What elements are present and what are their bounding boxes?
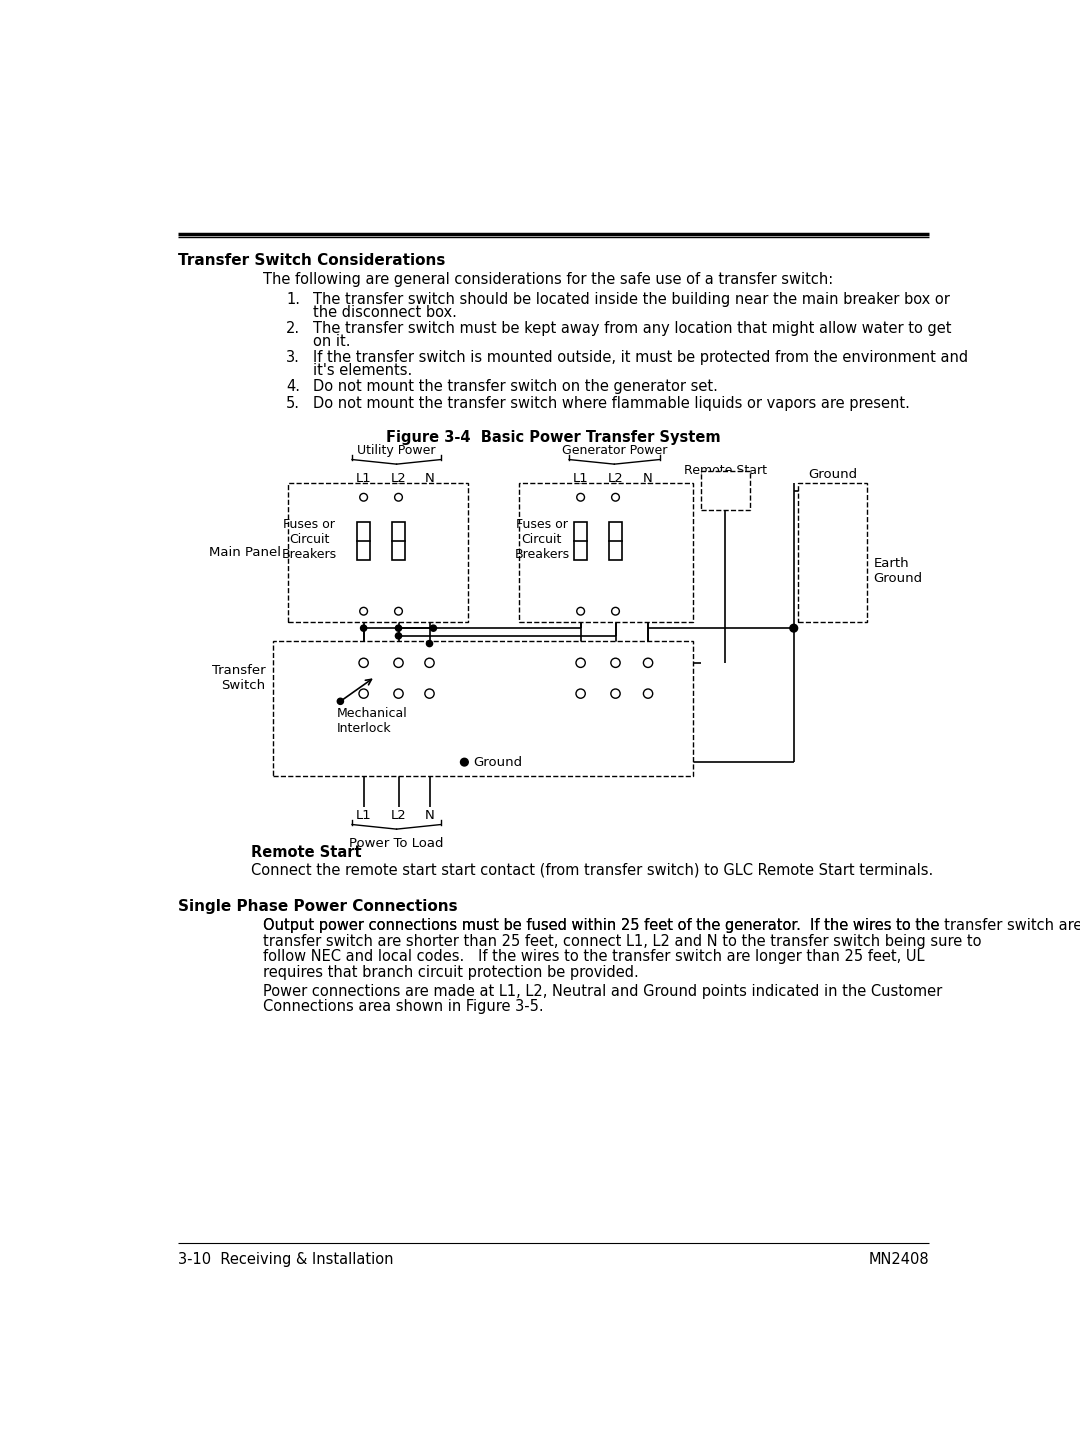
Text: Connect the remote start start contact (from transfer switch) to GLC Remote Star: Connect the remote start start contact (… [252, 862, 933, 877]
Text: Single Phase Power Connections: Single Phase Power Connections [177, 899, 457, 915]
Circle shape [427, 640, 433, 646]
Text: L1: L1 [572, 472, 589, 485]
Circle shape [395, 633, 402, 639]
Text: Power To Load: Power To Load [349, 837, 444, 850]
Bar [518, 484, 693, 622]
Text: L2: L2 [391, 472, 406, 485]
Text: If the transfer switch is mounted outside, it must be protected from the environ: If the transfer switch is mounted outsid… [313, 350, 969, 365]
Text: Contact: Contact [701, 477, 750, 490]
Text: L2: L2 [608, 472, 623, 485]
Text: it's elements.: it's elements. [313, 363, 413, 378]
Text: Main Panel: Main Panel [208, 546, 281, 559]
Circle shape [789, 625, 798, 632]
Bar [701, 471, 750, 510]
Bar [357, 521, 369, 560]
Circle shape [395, 625, 402, 632]
Circle shape [361, 625, 367, 632]
Text: 3.: 3. [286, 350, 300, 365]
Bar [609, 521, 622, 560]
Text: N: N [424, 808, 434, 821]
Text: Fuses or
Circuit
Breakers: Fuses or Circuit Breakers [514, 518, 569, 561]
Text: L1: L1 [355, 808, 372, 821]
Bar [392, 521, 405, 560]
Text: Connections area shown in Figure 3-5.: Connections area shown in Figure 3-5. [262, 999, 543, 1014]
Text: Remote Start: Remote Start [252, 846, 362, 860]
Text: Transfer Switch Considerations: Transfer Switch Considerations [177, 253, 445, 269]
Bar [273, 642, 693, 775]
Text: 1.: 1. [286, 292, 300, 307]
Circle shape [430, 625, 436, 632]
Text: L1: L1 [355, 472, 372, 485]
Text: 2.: 2. [286, 320, 300, 336]
Text: Earth
Ground: Earth Ground [874, 557, 922, 584]
Text: Do not mount the transfer switch on the generator set.: Do not mount the transfer switch on the … [313, 379, 718, 395]
Text: N: N [424, 472, 434, 485]
Text: Ground: Ground [474, 755, 523, 768]
Text: The transfer switch should be located inside the building near the main breaker : The transfer switch should be located in… [313, 292, 950, 307]
Text: Generator Power: Generator Power [562, 444, 667, 457]
Text: the disconnect box.: the disconnect box. [313, 304, 457, 320]
Bar [798, 484, 867, 622]
Text: Output power connections must be fused within 25 feet of the generator.  If the : Output power connections must be fused w… [262, 919, 940, 933]
Text: Output power connections must be fused within 25 feet of the generator.  If the : Output power connections must be fused w… [262, 919, 1080, 933]
Text: Figure 3-4  Basic Power Transfer System: Figure 3-4 Basic Power Transfer System [387, 431, 720, 445]
Text: Fuses or
Circuit
Breakers: Fuses or Circuit Breakers [282, 518, 337, 561]
Text: N: N [644, 472, 653, 485]
Text: The following are general considerations for the safe use of a transfer switch:: The following are general considerations… [262, 273, 833, 287]
Text: Power connections are made at L1, L2, Neutral and Ground points indicated in the: Power connections are made at L1, L2, Ne… [262, 984, 942, 999]
Text: requires that branch circuit protection be provided.: requires that branch circuit protection … [262, 965, 638, 979]
Bar [575, 521, 586, 560]
Bar [288, 484, 469, 622]
Text: Transfer
Switch: Transfer Switch [212, 665, 266, 692]
Text: MN2408: MN2408 [868, 1252, 930, 1267]
Text: Remote Start: Remote Start [684, 464, 767, 477]
Text: Mechanical
Interlock: Mechanical Interlock [337, 708, 407, 735]
Text: The transfer switch must be kept away from any location that might allow water t: The transfer switch must be kept away fr… [313, 320, 951, 336]
Text: follow NEC and local codes.   If the wires to the transfer switch are longer tha: follow NEC and local codes. If the wires… [262, 949, 924, 964]
Text: transfer switch are shorter than 25 feet, connect L1, L2 and N to the transfer s: transfer switch are shorter than 25 feet… [262, 933, 982, 949]
Text: Ground: Ground [808, 468, 858, 481]
Text: L2: L2 [391, 808, 406, 821]
Text: 5.: 5. [286, 396, 300, 411]
Text: 3-10  Receiving & Installation: 3-10 Receiving & Installation [177, 1252, 393, 1267]
Circle shape [460, 758, 469, 765]
Text: Do not mount the transfer switch where flammable liquids or vapors are present.: Do not mount the transfer switch where f… [313, 396, 910, 411]
Circle shape [337, 698, 343, 705]
Text: 4.: 4. [286, 379, 300, 395]
Text: on it.: on it. [313, 335, 351, 349]
Text: Utility Power: Utility Power [357, 444, 436, 457]
